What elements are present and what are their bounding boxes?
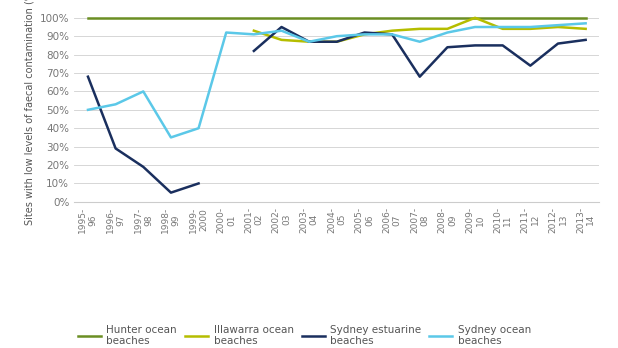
Hunter ocean
beaches (140, 16, 147, 20)
Hunter ocean
beaches (305, 16, 313, 20)
Sydney ocean
beaches (140, 89, 147, 94)
Hunter ocean
beaches (112, 16, 119, 20)
Y-axis label: Sites with low levels of faecal contamination (%): Sites with low levels of faecal contamin… (24, 0, 34, 225)
Hunter ocean
beaches (361, 16, 368, 20)
Hunter ocean
beaches (84, 16, 91, 20)
Sydney ocean
beaches (444, 30, 451, 34)
Sydney ocean
beaches (416, 40, 423, 44)
Hunter ocean
beaches (472, 16, 479, 20)
Sydney ocean
beaches (472, 25, 479, 29)
Hunter ocean
beaches (195, 16, 202, 20)
Hunter ocean
beaches (444, 16, 451, 20)
Sydney ocean
beaches (278, 29, 286, 33)
Sydney ocean
beaches (305, 40, 313, 44)
Sydney ocean
beaches (333, 34, 341, 38)
Sydney estuarine
beaches (167, 191, 175, 195)
Sydney ocean
beaches (554, 23, 562, 27)
Hunter ocean
beaches (222, 16, 230, 20)
Hunter ocean
beaches (527, 16, 534, 20)
Hunter ocean
beaches (167, 16, 175, 20)
Hunter ocean
beaches (499, 16, 506, 20)
Hunter ocean
beaches (278, 16, 286, 20)
Sydney ocean
beaches (527, 25, 534, 29)
Legend: Hunter ocean
beaches, Illawarra ocean
beaches, Sydney estuarine
beaches, Sydney : Hunter ocean beaches, Illawarra ocean be… (74, 321, 535, 348)
Hunter ocean
beaches (416, 16, 423, 20)
Line: Sydney estuarine
beaches: Sydney estuarine beaches (88, 77, 198, 193)
Sydney ocean
beaches (250, 32, 258, 37)
Sydney ocean
beaches (112, 102, 119, 106)
Hunter ocean
beaches (333, 16, 341, 20)
Hunter ocean
beaches (582, 16, 590, 20)
Sydney ocean
beaches (195, 126, 202, 130)
Sydney estuarine
beaches (140, 165, 147, 169)
Hunter ocean
beaches (554, 16, 562, 20)
Sydney estuarine
beaches (195, 181, 202, 185)
Sydney ocean
beaches (388, 32, 396, 37)
Sydney ocean
beaches (499, 25, 506, 29)
Hunter ocean
beaches (250, 16, 258, 20)
Sydney estuarine
beaches (84, 74, 91, 79)
Sydney ocean
beaches (222, 30, 230, 34)
Sydney estuarine
beaches (112, 147, 119, 151)
Sydney ocean
beaches (361, 32, 368, 37)
Line: Sydney ocean
beaches: Sydney ocean beaches (88, 23, 586, 137)
Sydney ocean
beaches (84, 108, 91, 112)
Sydney ocean
beaches (167, 135, 175, 140)
Hunter ocean
beaches (388, 16, 396, 20)
Sydney ocean
beaches (582, 21, 590, 25)
